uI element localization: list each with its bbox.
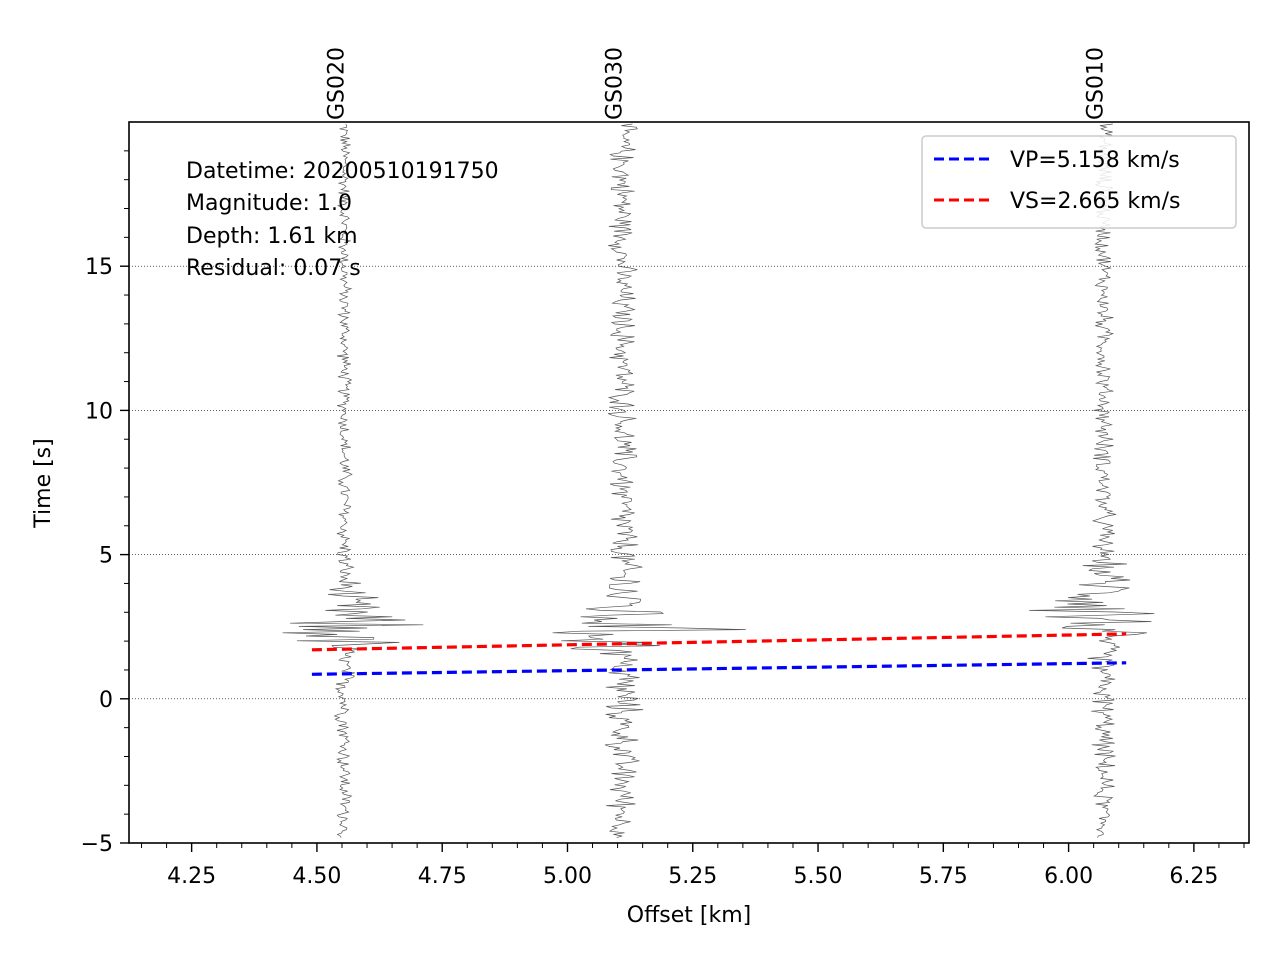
waveform-trace [552,123,746,838]
y-tick-label: 5 [99,544,113,569]
y-tick-label: 0 [99,688,113,713]
datetime-annotation: Datetime: 20200510191750 [186,159,499,184]
station-label: GS010 [1084,47,1109,120]
plot-frame [128,121,1250,844]
series-line [311,632,1127,652]
x-axis-label: Offset [km] [627,903,751,928]
x-tick-label: 4.75 [418,864,467,889]
legend-vs-label: VS=2.665 km/s [1010,189,1180,214]
x-tick-label: 5.75 [919,864,968,889]
y-axis-label: Time [s] [31,438,56,528]
grid-lines [129,265,1249,844]
depth-annotation: Depth: 1.61 km [186,224,358,249]
waveform-trace [282,123,424,838]
axes: 4.25 4.50 4.75 5.00 5.25 5.50 5.75 6.00 6.25 −5 0 5… [81,121,1250,889]
legend-vp-label: VP=5.158 km/s [1010,148,1180,173]
legend: VP=5.158 km/s VS=2.665 km/s [921,135,1237,229]
legend-frame [921,135,1237,229]
station-label: GS020 [324,47,349,120]
waveform-traces [282,123,1155,838]
series-line [311,661,1127,676]
y-tick-label: −5 [81,832,113,857]
magnitude-annotation: Magnitude: 1.0 [186,191,352,216]
x-tick-label: 5.50 [794,864,843,889]
x-tick-label: 5.00 [543,864,592,889]
station-labels: GS020 GS030 GS010 [324,47,1108,120]
x-tick-label: 4.25 [167,864,216,889]
velocity-series [311,632,1127,676]
x-tick-label: 6.00 [1044,864,1093,889]
x-tick-label: 6.25 [1169,864,1218,889]
y-tick-label: 10 [85,399,113,424]
y-tick-label: 15 [85,255,113,280]
station-label: GS030 [603,47,628,120]
x-tick-label: 4.50 [292,864,341,889]
waveform-trace [1029,123,1155,838]
x-tick-label: 5.25 [668,864,717,889]
residual-annotation: Residual: 0.07 s [186,256,361,281]
annotation-box: Datetime: 20200510191750 Magnitude: 1.0 … [186,159,499,281]
